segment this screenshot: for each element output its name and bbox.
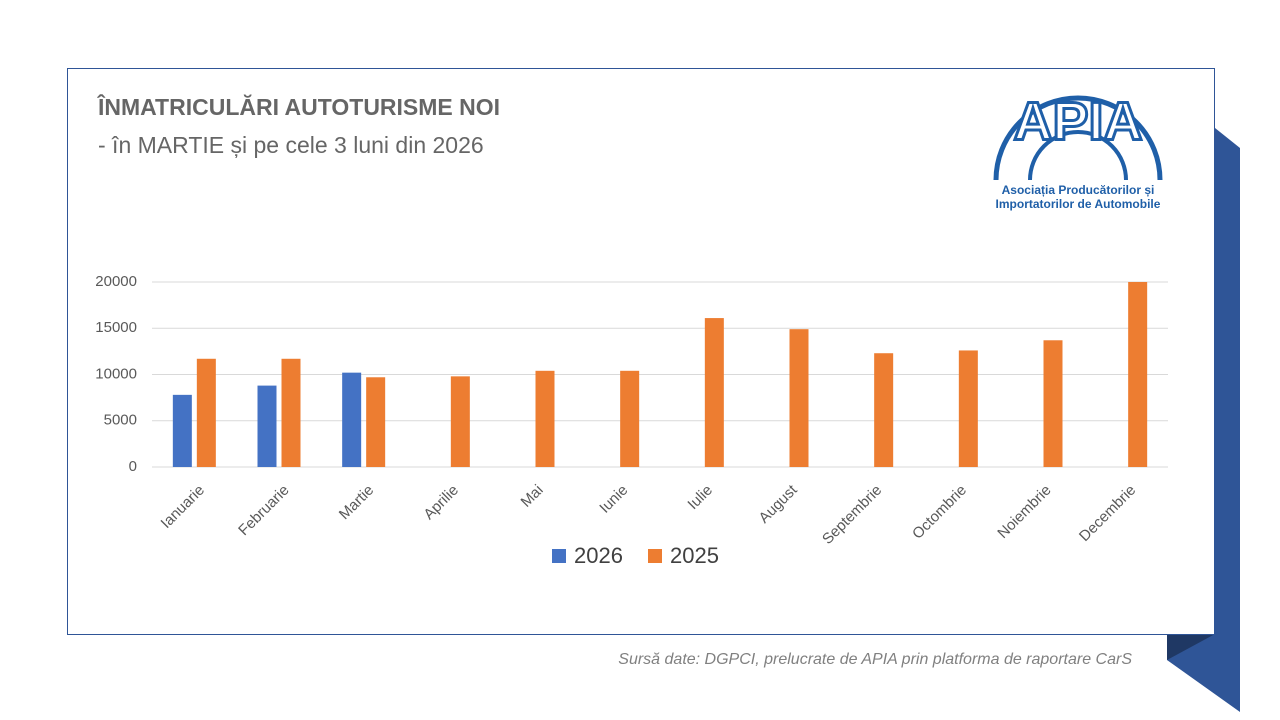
logo-text: Asociația Producătorilor și — [1002, 183, 1155, 197]
logo-arc-inner — [1028, 130, 1128, 181]
logo: APIA Asociația Producătorilor și Importa… — [993, 90, 1163, 211]
legend-swatch — [648, 549, 662, 563]
bar — [172, 394, 192, 467]
bar — [535, 370, 555, 467]
legend-label: 2025 — [670, 543, 719, 568]
decor-band — [1167, 128, 1240, 712]
bar — [257, 385, 277, 467]
chart-subtitle: - în MARTIE și pe cele 3 luni din 2026 — [98, 132, 484, 158]
bar — [1043, 340, 1063, 467]
legend-label: 2026 — [574, 543, 623, 568]
bar — [342, 372, 362, 467]
logo-arc — [993, 95, 1163, 181]
bar — [958, 350, 978, 467]
legend-swatch — [552, 549, 566, 563]
y-tick-label: 0 — [129, 458, 137, 475]
bar — [704, 318, 724, 467]
y-tick-label: 10000 — [95, 365, 137, 382]
bar — [196, 358, 216, 467]
decor-fold — [1167, 634, 1215, 660]
bar — [366, 377, 386, 467]
chart-title: ÎNMATRICULĂRI AUTOTURISME NOI — [97, 93, 500, 120]
bar — [789, 329, 809, 467]
bar — [874, 353, 894, 467]
logo-text: Importatorilor de Automobile — [996, 197, 1161, 211]
y-tick-label: 5000 — [104, 412, 137, 429]
chart-frame — [67, 68, 1215, 635]
bar — [1128, 282, 1148, 467]
bar — [450, 376, 470, 467]
bar — [620, 370, 640, 467]
logo-name: APIA — [1013, 91, 1142, 151]
y-tick-label: 15000 — [95, 319, 137, 336]
y-tick-label: 20000 — [95, 273, 137, 290]
source-note: Sursă date: DGPCI, prelucrate de APIA pr… — [618, 651, 1132, 668]
bar — [281, 358, 301, 467]
